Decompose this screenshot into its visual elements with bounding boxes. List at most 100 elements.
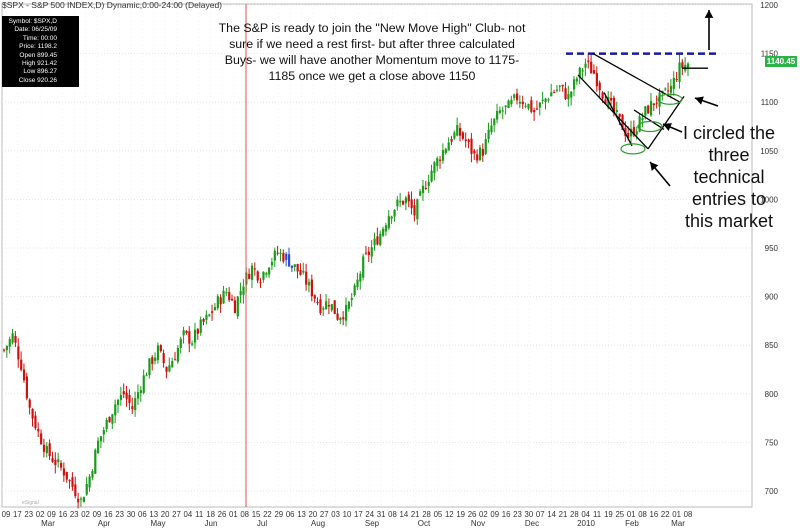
candle-body	[687, 63, 690, 69]
x-tick-label: 01	[672, 510, 681, 519]
candle-body	[436, 158, 439, 167]
candle-body	[193, 329, 197, 343]
candle-body	[407, 194, 410, 202]
x-month-label: Feb	[625, 519, 639, 528]
candle-body	[518, 101, 522, 104]
candle-body	[592, 70, 596, 74]
x-tick-label: 11	[195, 510, 203, 519]
x-tick-label: 09	[93, 510, 102, 519]
candle-body	[410, 199, 413, 209]
candle-body	[94, 449, 97, 474]
candle-body	[14, 335, 17, 343]
x-tick-label: 26	[468, 510, 477, 519]
candle-body	[57, 459, 60, 463]
candle-body	[208, 314, 211, 316]
candle-body	[573, 79, 576, 90]
y-axis: 700 750 800 850 900 950 1000 1050 1100 1150 1200	[760, 1, 778, 496]
candle-body	[250, 265, 254, 280]
x-tick-label: 13	[297, 510, 306, 519]
x-tick-label: 30	[525, 510, 534, 519]
candle-body	[496, 110, 499, 120]
candle-body	[487, 129, 490, 139]
info-row: Symbol: $SPX,D	[2, 18, 79, 26]
candle-body	[336, 313, 339, 320]
candle-body	[231, 298, 234, 301]
candle-body	[20, 359, 23, 370]
candle-body	[610, 97, 613, 101]
x-tick-label: 31	[377, 510, 386, 519]
candle-body	[8, 339, 11, 347]
y-tick-label: 1000	[760, 195, 778, 204]
x-tick-label: 08	[638, 510, 647, 519]
x-tick-label: 22	[263, 510, 272, 519]
candle-body	[253, 268, 256, 270]
candle-body	[270, 261, 274, 266]
candle-body	[384, 225, 388, 232]
candle-body	[595, 72, 598, 87]
candle-body	[535, 108, 539, 110]
candle-body	[584, 63, 587, 68]
candle-body	[555, 89, 559, 91]
candle-body	[48, 443, 51, 457]
y-tick-label: 750	[765, 438, 779, 447]
candle-body	[550, 92, 553, 97]
candle-body	[325, 301, 328, 310]
candle-body	[216, 296, 219, 309]
info-row: Price: 1198.2	[2, 43, 79, 51]
x-tick-label: 16	[104, 510, 113, 519]
x-tick-label: 10	[343, 510, 352, 519]
candle-body	[305, 271, 308, 285]
x-tick-label: 30	[127, 510, 136, 519]
candle-body	[131, 406, 134, 410]
candle-body	[527, 103, 530, 109]
candle-body	[630, 128, 633, 137]
candle-body	[581, 70, 584, 72]
candle-body	[419, 191, 422, 196]
chart-header: $SPX - S&P 500 INDEX,D) Dynamic,0:00-24:…	[2, 0, 222, 10]
candle-body	[316, 301, 319, 304]
candle-body	[191, 343, 194, 345]
candle-body	[168, 365, 171, 372]
trend-line	[577, 74, 649, 150]
candle-body	[262, 271, 265, 280]
x-tick-label: 24	[365, 510, 374, 519]
candle-body	[424, 188, 427, 190]
candle-body	[25, 376, 28, 399]
candle-body	[575, 78, 579, 82]
x-tick-label: 16	[650, 510, 659, 519]
arrow-head	[650, 162, 659, 171]
candle-body	[379, 233, 382, 245]
candle-body	[461, 132, 465, 139]
candle-body	[544, 98, 547, 102]
info-row: Time: 00:00	[2, 35, 79, 43]
candle-body	[404, 197, 408, 204]
info-row: Low 896.27	[2, 68, 79, 76]
x-tick-label: 07	[536, 510, 545, 519]
x-month-label: 2010	[577, 519, 595, 528]
x-tick-label: 23	[24, 510, 33, 519]
entry-circle	[637, 120, 663, 133]
candle-body	[233, 300, 237, 314]
x-tick-label: 26	[218, 510, 227, 519]
candle-body	[199, 319, 202, 333]
candle-body	[396, 199, 399, 207]
candle-body	[60, 462, 63, 468]
y-tick-label: 700	[765, 487, 779, 496]
x-month-label: Nov	[471, 519, 485, 528]
candle-body	[82, 497, 85, 503]
plot-frame	[1, 3, 753, 508]
candle-body	[664, 88, 667, 90]
candle-body	[342, 317, 345, 320]
candle-body	[382, 228, 385, 236]
candle-body	[339, 317, 342, 320]
x-month-label: Oct	[418, 519, 431, 528]
candle-body	[219, 297, 222, 305]
x-tick-label: 06	[286, 510, 295, 519]
candle-body	[347, 301, 351, 309]
candle-body	[293, 264, 296, 267]
x-month-label: Jun	[205, 519, 218, 528]
candle-body	[91, 471, 94, 478]
candle-body	[627, 132, 630, 139]
info-row-text: Time: 00:00	[22, 34, 57, 42]
annotation-arrow	[704, 10, 714, 50]
